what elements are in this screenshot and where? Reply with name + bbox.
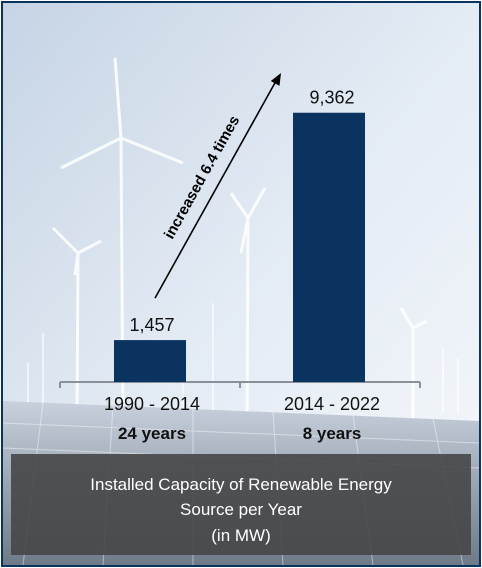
growth-arrow-head-icon xyxy=(270,73,281,86)
chart-title-line-1: Installed Capacity of Renewable Energy xyxy=(90,475,392,494)
duration-label-0: 24 years xyxy=(118,424,186,443)
chart-title-line-3: (in MW) xyxy=(211,526,271,545)
category-label-0: 1990 - 2014 xyxy=(104,394,200,414)
bar-value-label-0: 1,457 xyxy=(129,315,174,335)
duration-label-1: 8 years xyxy=(303,424,362,443)
growth-arrow-line xyxy=(154,80,277,299)
bar-0 xyxy=(114,340,186,382)
chart-title-box: Installed Capacity of Renewable Energy S… xyxy=(11,454,471,555)
bar-value-label-1: 9,362 xyxy=(309,88,354,108)
chart-title-line-2: Source per Year xyxy=(180,500,302,519)
category-label-1: 2014 - 2022 xyxy=(284,394,380,414)
wind-turbine-icon xyxy=(51,57,428,424)
bar-1 xyxy=(293,112,365,382)
